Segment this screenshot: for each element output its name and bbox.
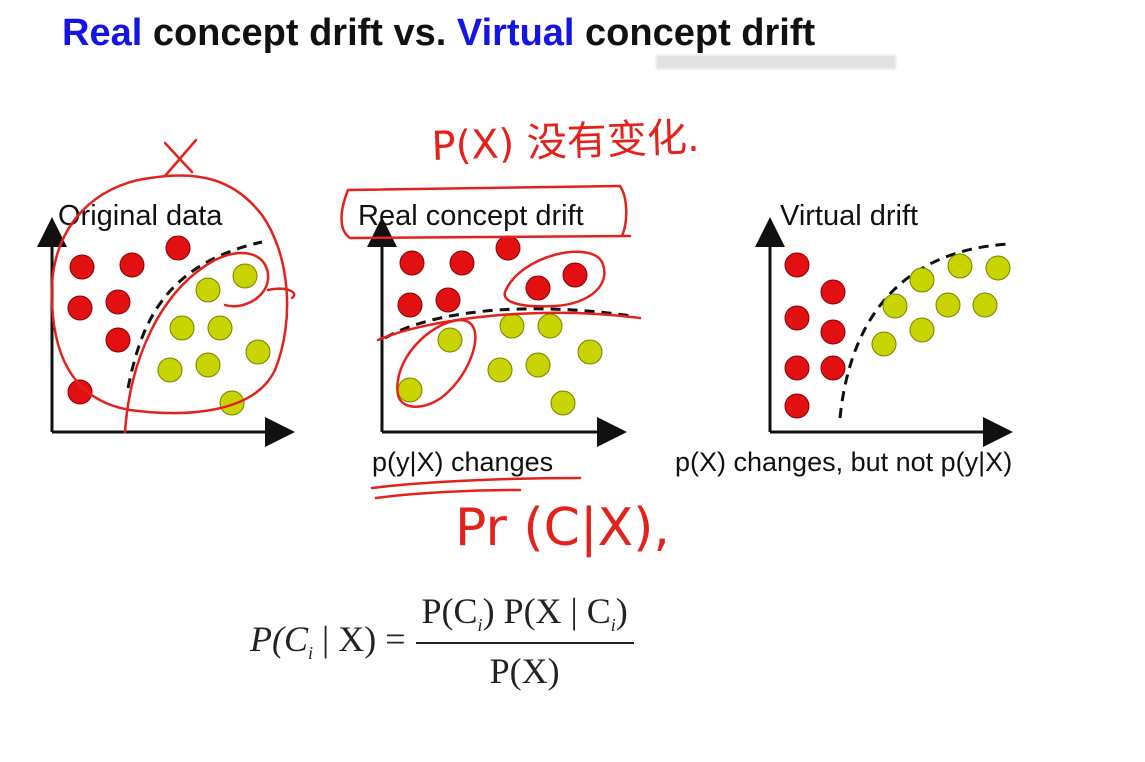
num-c: ) [615,591,628,631]
slide-title: Real concept drift vs. Virtual concept d… [62,12,815,55]
red-point [105,289,131,315]
yellow-point [487,357,513,383]
red-point [525,275,551,301]
points-real [397,235,588,318]
caption-virtual: p(X) changes, but not p(y|X) [675,447,1013,477]
red-point [562,262,588,288]
formula-lhs: P(Ci | X) = [250,618,406,664]
yellow-point [882,293,908,319]
bayes-formula: P(Ci | X) = P(Ci) P(X | Ci) P(X) [250,590,634,692]
yellow-point [397,377,423,403]
axes-virtual [755,217,1013,447]
formula-lhs-main: P(C [250,619,308,659]
boundary-original [126,240,263,389]
title-end: concept drift [574,12,816,54]
yellow-point [909,317,935,343]
yellow-point [985,255,1011,281]
boundary-virtual [838,242,1011,419]
panel-label-original: Original data [58,200,223,232]
yellow-point [499,313,525,339]
red-point [435,287,461,313]
red-point [820,355,846,381]
title-real: Real [62,12,143,54]
axes-real [367,217,627,447]
red-point [784,393,810,419]
red-point [67,295,93,321]
yellow-point [232,263,258,289]
red-point [820,319,846,345]
yellow-point [972,292,998,318]
yellow-point [207,315,233,341]
axes-original [37,217,295,447]
yellow-point [577,339,603,365]
red-point [119,252,145,278]
formula-fraction: P(Ci) P(X | Ci) P(X) [415,590,634,692]
watermark [656,55,896,69]
points-original [67,235,191,405]
handwritten-top-note: P(X) 没有变化. [431,115,701,170]
formula-denominator: P(X) [489,651,560,692]
red-point [105,327,131,353]
num-b-sub: i [610,615,616,636]
num-b: ) P(X | C [482,591,611,631]
boundary-real [384,307,633,340]
yellow-point [909,267,935,293]
formula-lhs-sub: i [308,643,314,664]
red-point [397,292,423,318]
red-point [399,250,425,276]
title-mid: concept drift vs. [142,12,457,54]
yellow-point [947,253,973,279]
yellow-point [550,390,576,416]
yellow-point [537,313,563,339]
yellow-point [219,390,245,416]
yellow-point [935,292,961,318]
red-point [69,254,95,280]
red-point [784,305,810,331]
formula-lhs-rest: | X) = [313,619,406,659]
num-a-sub: i [477,615,483,636]
handwritten-x: X [164,169,165,171]
yellow-point [195,277,221,303]
caption-real: p(y|X) changes [372,447,554,477]
red-point [784,355,810,381]
yellow-point [245,339,271,365]
yellow-point [871,331,897,357]
red-point [784,252,810,278]
yellow-point [157,357,183,383]
points-virtual [784,252,846,419]
yellow-point [525,352,551,378]
num-a: P(C [421,591,478,631]
panel-label-virtual: Virtual drift [780,200,919,232]
formula-numerator: P(Ci) P(X | Ci) [415,590,634,645]
red-point [449,250,475,276]
handwritten-pr: Pr (C|X), [455,498,670,558]
red-point [67,379,93,405]
title-virtual: Virtual [456,12,575,54]
yellow-point [195,352,221,378]
red-point [495,235,521,261]
yellow-point [437,327,463,353]
red-point [820,279,846,305]
yellow-point [169,315,195,341]
handwriting-ink [50,138,642,500]
red-point [165,235,191,261]
